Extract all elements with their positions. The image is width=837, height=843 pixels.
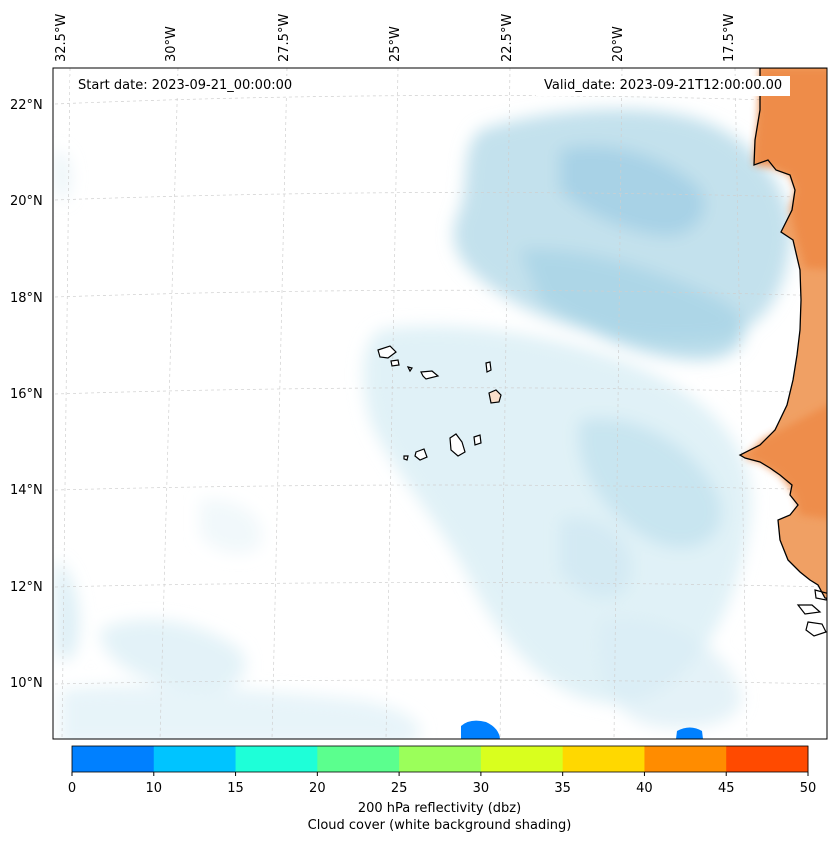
cloud-cover-shading xyxy=(55,109,792,739)
lat-label-16n: 16°N xyxy=(10,387,43,402)
valid-date-label: Valid_date: 2023-09-21T12:00:00.00 xyxy=(536,76,791,96)
lat-label-14n: 14°N xyxy=(10,483,43,498)
map-area xyxy=(53,68,827,739)
lat-label-12n: 12°N xyxy=(10,580,43,595)
colorbar-segment xyxy=(399,746,482,772)
colorbar-segment xyxy=(480,746,564,772)
map-frame xyxy=(52,67,828,740)
lon-label-22-5w: 22.5°W xyxy=(500,13,515,62)
colorbar xyxy=(71,745,809,776)
colorbar-segment xyxy=(317,746,400,772)
cape-verde-islands xyxy=(377,345,502,461)
lon-label-32-5w: 32.5°W xyxy=(54,13,69,62)
colorbar-tick-label: 15 xyxy=(227,781,244,796)
lon-label-27-5w: 27.5°W xyxy=(277,13,292,62)
colorbar-tick-label: 20 xyxy=(309,781,326,796)
africa-landmass xyxy=(738,68,827,637)
colorbar-label: 200 hPa reflectivity (dbz) xyxy=(357,801,522,816)
colorbar-tick-label: 40 xyxy=(636,781,653,796)
colorbar-segment xyxy=(562,746,645,772)
start-date-label: Start date: 2023-09-21_00:00:00 xyxy=(70,76,301,96)
lon-label-25w: 25°W xyxy=(388,26,403,62)
colorbar-tick-label: 0 xyxy=(67,781,77,796)
reflectivity-cells xyxy=(461,720,703,739)
colorbar-segment xyxy=(72,746,155,772)
colorbar-tick-label: 50 xyxy=(799,781,817,796)
colorbar-tick-label: 45 xyxy=(717,781,735,796)
lon-label-17-5w: 17.5°W xyxy=(722,13,737,62)
lat-label-20n: 20°N xyxy=(10,194,43,209)
colorbar-tick-label: 25 xyxy=(390,781,408,796)
lon-label-20w: 20°W xyxy=(611,26,626,62)
colorbar-sublabel: Cloud cover (white background shading) xyxy=(307,818,572,833)
colorbar-segment xyxy=(644,746,727,772)
lat-label-18n: 18°N xyxy=(10,291,43,306)
colorbar-segment xyxy=(153,746,237,772)
lat-label-10n: 10°N xyxy=(10,676,43,691)
colorbar-frame xyxy=(71,745,809,773)
lon-label-30w: 30°W xyxy=(164,26,179,62)
colorbar-tick-label: 10 xyxy=(145,781,163,796)
colorbar-tick-label: 35 xyxy=(554,781,571,796)
colorbar-tick-label: 30 xyxy=(472,781,490,796)
graticule xyxy=(54,68,827,739)
colorbar-segment xyxy=(235,746,318,772)
lat-label-22n: 22°N xyxy=(10,98,43,113)
colorbar-segment xyxy=(726,746,809,772)
